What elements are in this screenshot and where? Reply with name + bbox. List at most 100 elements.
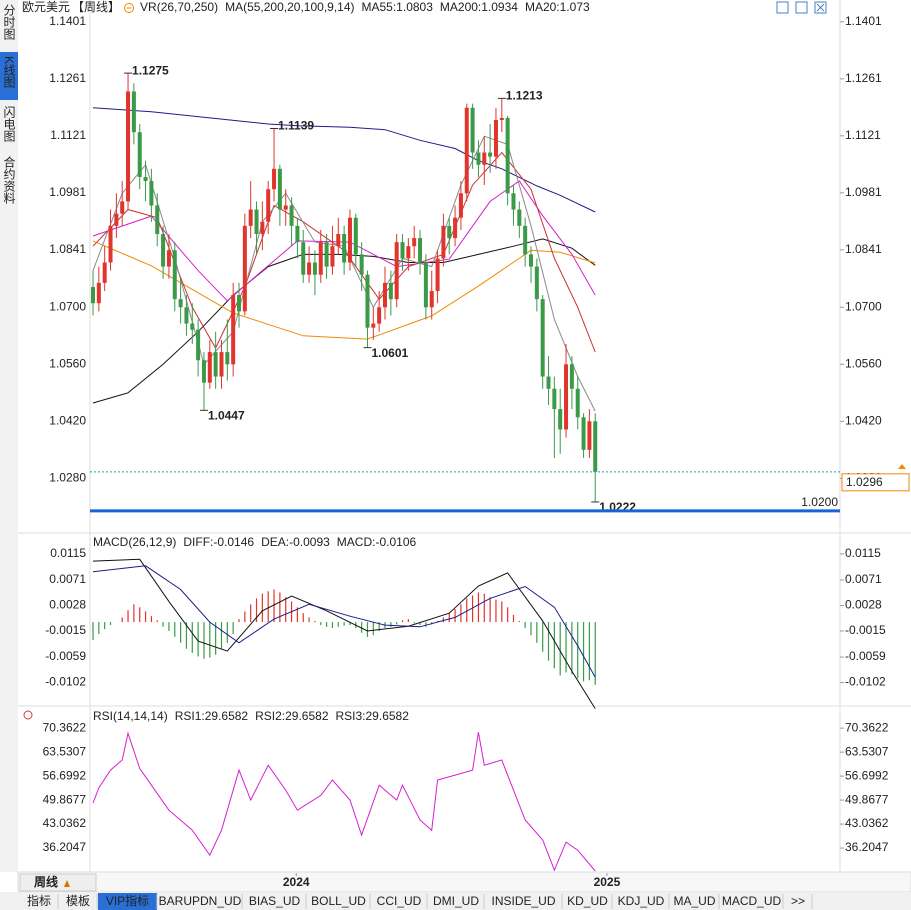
indicator-line xyxy=(92,135,596,412)
candle-body xyxy=(330,246,335,267)
y-tick-label-right: -0.0015 xyxy=(845,623,886,637)
y-tick-label: 43.0362 xyxy=(43,816,87,830)
legend-item: RSI2:29.6582 xyxy=(255,709,329,723)
symbol: 欧元美元 xyxy=(22,0,70,14)
candle-body xyxy=(248,209,253,226)
candle-body xyxy=(464,107,469,194)
y-tick-label-right: 56.6992 xyxy=(845,768,889,782)
candle-body xyxy=(493,119,498,157)
tab[interactable]: INSIDE_UD xyxy=(491,894,555,908)
candle-body xyxy=(383,282,387,308)
tab[interactable]: MA_UD xyxy=(673,894,715,908)
tab[interactable]: VIP指标 xyxy=(106,893,149,908)
candle-body xyxy=(295,225,300,243)
candle-body xyxy=(178,299,183,308)
icon[interactable] xyxy=(795,1,808,14)
candle-body xyxy=(231,295,236,365)
tab[interactable]: BIAS_UD xyxy=(249,894,301,908)
y-tick-label-right: 1.1261 xyxy=(845,71,882,85)
candle-body xyxy=(529,254,533,267)
candle-body xyxy=(546,376,551,389)
y-tick-label: 56.6992 xyxy=(43,768,87,782)
period[interactable]: 【周线】 xyxy=(72,0,120,14)
x-tick-label: 2025 xyxy=(594,875,621,889)
candle-body xyxy=(196,329,201,361)
y-tick-label: 49.8677 xyxy=(43,792,87,806)
sidebar-tab-active xyxy=(0,52,18,100)
candle-body xyxy=(423,262,428,308)
y-tick-label-right: -0.0102 xyxy=(845,675,886,689)
y-tick-label: 1.0700 xyxy=(49,299,86,313)
icon[interactable] xyxy=(814,1,827,14)
candle-body xyxy=(120,201,125,214)
candle-body xyxy=(552,388,557,410)
candle-body xyxy=(482,152,487,165)
y-tick-label: 0.0028 xyxy=(49,598,86,612)
minus-icon[interactable] xyxy=(124,3,135,13)
tab[interactable]: KDJ_UD xyxy=(618,894,665,908)
candle-body xyxy=(213,352,218,377)
y-tick-label: 63.5307 xyxy=(43,744,87,758)
sidebar-tab[interactable]: 分时图 xyxy=(2,4,16,40)
tab-active xyxy=(98,893,157,910)
candle-body xyxy=(400,242,405,259)
candle-body xyxy=(190,323,195,330)
candle-body xyxy=(266,189,271,222)
candle-body xyxy=(441,225,446,259)
y-tick-label: 1.1261 xyxy=(49,71,86,85)
candle-body xyxy=(499,117,504,120)
y-tick-label-right: 1.0841 xyxy=(845,242,882,256)
candle-body xyxy=(102,262,107,283)
sidebar-tab[interactable]: 合约资料 xyxy=(2,155,16,204)
tab[interactable]: BOLL_UD xyxy=(311,894,366,908)
sidebar-tab[interactable]: K线图 xyxy=(2,56,16,88)
candle-body xyxy=(569,364,574,389)
indicator-line xyxy=(92,180,596,302)
period-button-label[interactable]: 周线 xyxy=(34,874,58,889)
settings-icon[interactable] xyxy=(23,710,33,720)
candle-body xyxy=(219,352,224,377)
legend-item: DIFF:-0.0146 xyxy=(183,535,254,549)
candle-body xyxy=(558,409,563,430)
y-tick-label: 1.1121 xyxy=(50,128,86,142)
tab[interactable]: BARUPDN_UD xyxy=(159,894,242,908)
candle-body xyxy=(593,421,598,472)
candle-body xyxy=(476,152,481,165)
sidebar xyxy=(0,0,18,872)
y-tick-label: 1.0560 xyxy=(49,356,86,370)
candle-body xyxy=(312,262,317,275)
candle-body xyxy=(359,254,364,275)
y-tick-label-right: 0.0115 xyxy=(845,546,881,560)
extreme-label: 1.1139 xyxy=(278,119,314,133)
tab[interactable]: 模板 xyxy=(66,894,90,908)
indicator-line xyxy=(92,558,596,709)
tab[interactable]: MACD_UD xyxy=(722,894,782,908)
tab-bar xyxy=(0,892,911,910)
tab[interactable]: >> xyxy=(791,894,805,908)
indicator-line xyxy=(92,240,596,340)
tab[interactable]: CCI_UD xyxy=(377,894,422,908)
legend-item: MACD:-0.0106 xyxy=(337,535,417,549)
tab[interactable]: DMI_UD xyxy=(433,894,479,908)
tab[interactable]: 指标 xyxy=(27,893,51,908)
candle-body xyxy=(564,364,569,430)
toolbar-icons[interactable] xyxy=(776,1,827,14)
candle-body xyxy=(505,117,510,194)
extreme-label: 1.0601 xyxy=(371,346,408,360)
sidebar-tab[interactable]: 闪电图 xyxy=(2,106,16,142)
candle-body xyxy=(453,217,458,239)
icon[interactable] xyxy=(776,1,789,14)
tab[interactable]: KD_UD xyxy=(567,894,608,908)
y-tick-label-right: 63.5307 xyxy=(845,744,889,758)
y-tick-label-right: 1.0560 xyxy=(845,356,882,370)
candle-body xyxy=(201,360,206,383)
y-tick-label: 1.0841 xyxy=(49,242,86,256)
candle-body xyxy=(318,242,323,275)
period-arrow xyxy=(64,880,70,887)
period-button[interactable] xyxy=(19,873,97,892)
legend-item: MA55:1.0803 xyxy=(362,0,434,14)
candle-body xyxy=(91,286,95,304)
candle-body xyxy=(289,205,294,226)
